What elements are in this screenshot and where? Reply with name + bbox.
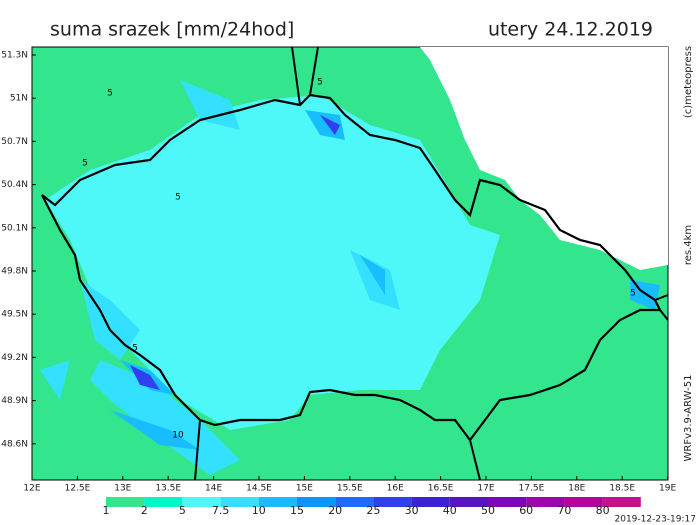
lon-label: 14.5E	[246, 484, 272, 494]
contour-label: 5	[630, 289, 636, 299]
colorbar-swatch	[80, 497, 106, 507]
labels: 51.3N 51N 50.7N 50.4N 50.1N 49.8N 49.5N 49.2N 48…	[1, 46, 696, 525]
colorbar-label: 2	[141, 504, 148, 517]
colorbar-label: 1	[103, 504, 110, 517]
colorbar-swatch	[182, 497, 221, 507]
precip-area	[40, 80, 400, 475]
precip-area	[45, 95, 500, 430]
lon-label: 18.5E	[609, 484, 635, 494]
contour-label: 5	[317, 78, 323, 88]
colorbar-swatch	[526, 497, 565, 507]
lon-label: 13E	[114, 484, 131, 494]
colorbar-label: 50	[481, 504, 495, 517]
lon-label: 16.5E	[428, 484, 454, 494]
colorbar-swatch	[488, 497, 527, 507]
country-border	[41, 93, 662, 442]
colorbar-swatch	[564, 497, 603, 507]
country-border	[194, 46, 669, 481]
lat-label: 51.3N	[1, 51, 28, 61]
colorbar-swatch	[220, 497, 259, 507]
contour-label: 10	[172, 431, 184, 441]
lat-label: 48.6N	[1, 439, 28, 449]
colorbar-swatch	[602, 497, 641, 507]
lat-label: 50.1N	[1, 223, 28, 233]
contour-label: 5	[107, 89, 113, 99]
lat-label: 51N	[10, 94, 28, 104]
colorbar-swatch	[411, 497, 450, 507]
lon-label: 15.5E	[337, 484, 363, 494]
lon-label: 18E	[568, 484, 585, 494]
lon-label: 16E	[387, 484, 404, 494]
colorbar-label: 70	[557, 504, 571, 517]
lat-label: 48.9N	[1, 396, 28, 406]
lon-label: 15E	[296, 484, 313, 494]
colorbar-label: 40	[443, 504, 457, 517]
colorbar-label: 10	[252, 504, 266, 517]
timestamp: 2019-12-23-19:17	[615, 515, 697, 525]
side-text: res.4km	[683, 225, 694, 265]
colorbar-swatch	[449, 497, 488, 507]
lon-label: 17E	[477, 484, 494, 494]
lat-label: 50.4N	[1, 180, 28, 190]
lon-label: 19E	[659, 484, 676, 494]
lat-label: 49.8N	[1, 267, 28, 277]
colorbar-label: 30	[405, 504, 419, 517]
colorbar-swatch	[144, 497, 183, 507]
side-text: (c)meteopress	[683, 46, 694, 118]
colorbar-swatch	[258, 497, 297, 507]
lon-label: 13.5E	[155, 484, 181, 494]
colorbar-label: 60	[519, 504, 533, 517]
map	[31, 46, 669, 481]
lon-label: 14E	[205, 484, 222, 494]
precip-area	[110, 110, 660, 450]
colorbar-swatch	[373, 497, 412, 507]
lon-label: 17.5E	[519, 484, 545, 494]
contour-label: 5	[132, 344, 138, 354]
date: utery 24.12.2019	[488, 19, 653, 41]
lat-label: 49.5N	[1, 310, 28, 320]
lon-label: 12E	[23, 484, 40, 494]
colorbar-label: 5	[179, 504, 186, 517]
side-text: WRFv3.9-ARW-51	[683, 375, 694, 462]
colorbar-swatch	[106, 497, 145, 507]
colorbar-label: 7.5	[212, 504, 230, 517]
title: suma srazek [mm/24hod]	[50, 19, 294, 41]
colorbar-label: 25	[366, 504, 380, 517]
lon-label: 12.5E	[65, 484, 91, 494]
lat-label: 50.7N	[1, 137, 28, 147]
dry-area	[420, 47, 668, 270]
contour-label: 5	[82, 159, 88, 169]
lat-label: 49.2N	[1, 353, 28, 363]
colorbar-label: 15	[290, 504, 304, 517]
colorbar-label: 20	[328, 504, 342, 517]
contour-label: 5	[175, 193, 181, 203]
colorbar-label: 80	[596, 504, 610, 517]
colorbar-swatch	[297, 497, 336, 507]
colorbar-swatch	[335, 497, 374, 507]
